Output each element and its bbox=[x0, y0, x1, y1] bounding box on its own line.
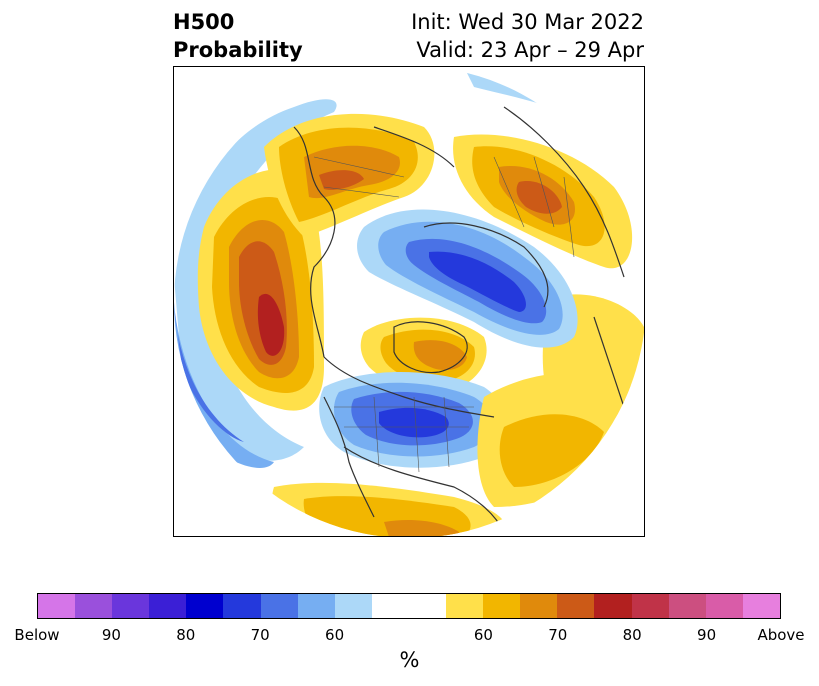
colorbar bbox=[37, 593, 781, 619]
colorbar-swatch-9 bbox=[371, 594, 409, 618]
colorbar-label-9: Above bbox=[757, 626, 805, 644]
title-variable: H500 bbox=[173, 10, 235, 34]
colorbar-swatch-19 bbox=[742, 594, 780, 618]
colorbar-swatch-8 bbox=[334, 594, 372, 618]
init-date: Init: Wed 30 Mar 2022 bbox=[411, 10, 644, 34]
colorbar-label-4: 60 bbox=[325, 626, 345, 644]
above-70-region-atlantic bbox=[499, 414, 604, 487]
colorbar-swatch-2 bbox=[112, 594, 150, 618]
chart-title-right: Init: Wed 30 Mar 2022 Valid: 23 Apr – 29… bbox=[411, 8, 644, 64]
colorbar-units: % bbox=[399, 648, 420, 672]
chart-title-left: H500 Probability bbox=[173, 8, 303, 64]
colorbar-label-3: 70 bbox=[250, 626, 270, 644]
colorbar-swatch-4 bbox=[186, 594, 224, 618]
colorbar-swatch-5 bbox=[223, 594, 261, 618]
colorbar-label-5: 60 bbox=[473, 626, 493, 644]
colorbar-swatch-16 bbox=[631, 594, 669, 618]
colorbar-label-8: 90 bbox=[697, 626, 717, 644]
below-90-region-asia bbox=[429, 251, 526, 312]
colorbar-swatch-11 bbox=[446, 594, 484, 618]
borders bbox=[313, 156, 575, 473]
above-90-region-siberia bbox=[319, 170, 364, 190]
colorbar-swatch-18 bbox=[705, 594, 743, 618]
above-90-region-europe bbox=[516, 181, 562, 214]
colorbar-swatch-10 bbox=[408, 594, 447, 618]
colorbar-label-1: 90 bbox=[101, 626, 121, 644]
map-canvas bbox=[174, 67, 644, 536]
coastlines bbox=[293, 106, 625, 533]
colorbar-swatch-1 bbox=[75, 594, 113, 618]
title-probability: Probability bbox=[173, 38, 303, 62]
colorbar-swatch-12 bbox=[483, 594, 521, 618]
below-80-region-west bbox=[174, 307, 244, 442]
colorbar-swatch-15 bbox=[594, 594, 632, 618]
colorbar-swatch-6 bbox=[260, 594, 298, 618]
valid-range: Valid: 23 Apr – 29 Apr bbox=[416, 38, 644, 62]
colorbar-swatch-0 bbox=[38, 594, 76, 618]
colorbar-swatch-13 bbox=[520, 594, 558, 618]
above-80-region-greenland bbox=[413, 340, 467, 371]
colorbar-label-6: 70 bbox=[548, 626, 568, 644]
colorbar-label-0: Below bbox=[14, 626, 60, 644]
below-90-region-namerica bbox=[379, 407, 449, 438]
anomaly-shading bbox=[174, 67, 644, 536]
above-80-region-south bbox=[384, 520, 459, 536]
colorbar-label-7: 80 bbox=[622, 626, 642, 644]
probability-map bbox=[173, 66, 645, 537]
colorbar-swatch-17 bbox=[668, 594, 706, 618]
colorbar-swatch-3 bbox=[149, 594, 187, 618]
colorbar-labels: Below 90 80 70 60 60 70 80 90 Above bbox=[0, 626, 819, 646]
colorbar-label-2: 80 bbox=[176, 626, 196, 644]
colorbar-swatch-7 bbox=[297, 594, 335, 618]
below-60-region-west bbox=[174, 99, 337, 461]
above-95-region-pacific bbox=[257, 293, 285, 356]
colorbar-swatch-14 bbox=[557, 594, 595, 618]
